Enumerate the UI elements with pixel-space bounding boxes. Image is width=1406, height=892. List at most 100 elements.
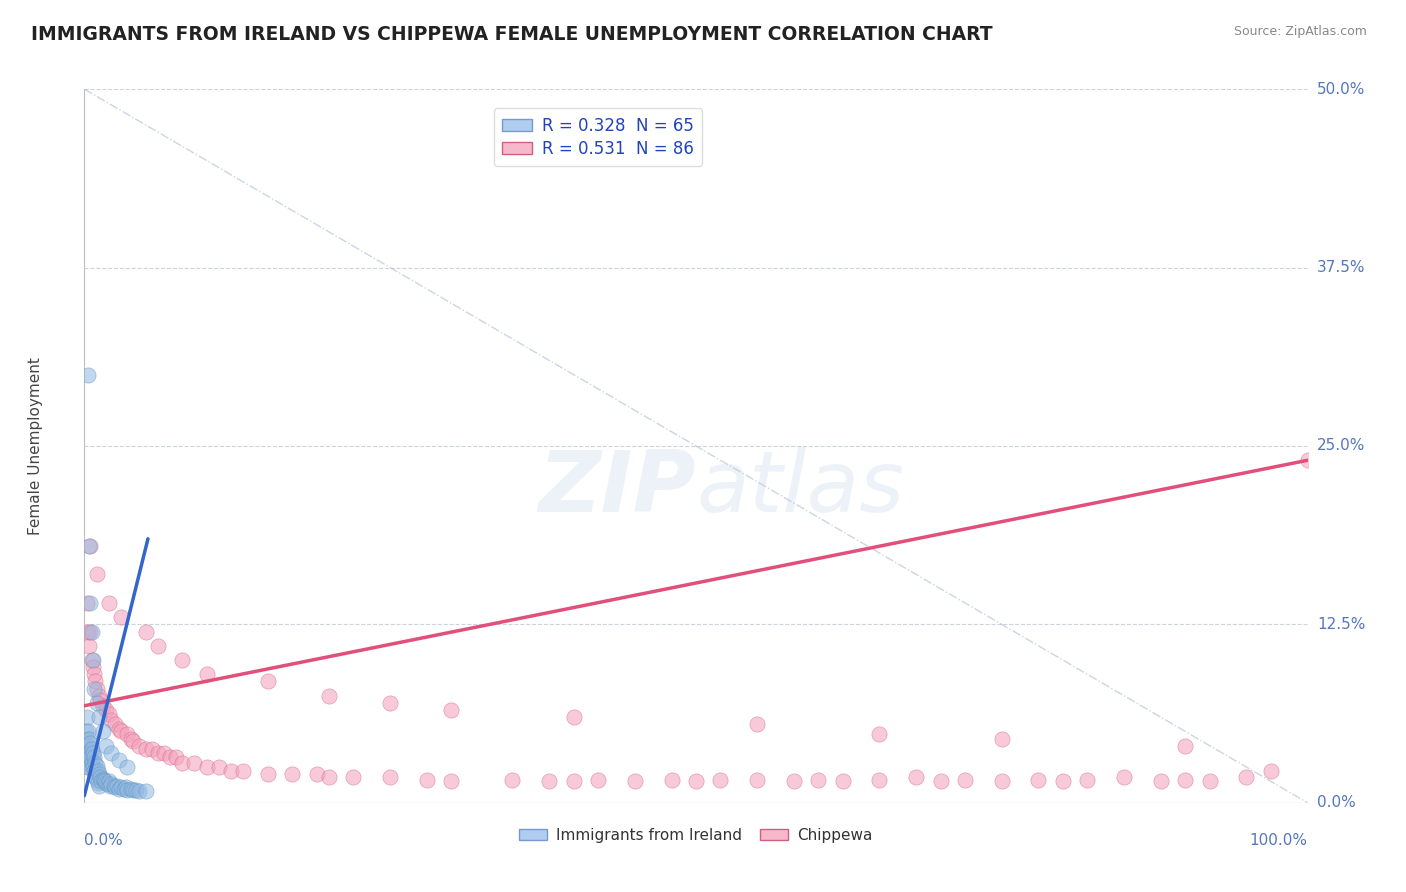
Point — [1236, 770, 1258, 784]
Point — [1174, 739, 1197, 753]
Point — [831, 774, 853, 789]
Point — [87, 689, 110, 703]
Point — [105, 779, 128, 793]
Point — [77, 731, 100, 746]
Point — [135, 624, 157, 639]
Point — [79, 539, 101, 553]
Point — [103, 779, 125, 793]
Point — [91, 698, 114, 713]
Point — [77, 741, 100, 756]
Point — [115, 727, 138, 741]
Point — [905, 770, 928, 784]
Point — [416, 772, 439, 787]
Legend: Immigrants from Ireland, Chippewa: Immigrants from Ireland, Chippewa — [513, 822, 879, 848]
Point — [110, 780, 132, 794]
Point — [97, 596, 120, 610]
Point — [107, 722, 129, 736]
Point — [86, 567, 108, 582]
Point — [77, 724, 100, 739]
Point — [79, 750, 101, 764]
Point — [100, 777, 122, 791]
Point — [318, 770, 340, 784]
Point — [84, 770, 107, 784]
Point — [96, 776, 118, 790]
Point — [87, 710, 110, 724]
Point — [87, 776, 110, 790]
Point — [538, 774, 561, 789]
Point — [305, 767, 328, 781]
Point — [93, 772, 115, 787]
Point — [685, 774, 707, 789]
Point — [79, 596, 101, 610]
Point — [90, 774, 112, 789]
Text: 25.0%: 25.0% — [1317, 439, 1365, 453]
Point — [77, 760, 100, 774]
Point — [110, 610, 132, 624]
Point — [75, 739, 97, 753]
Point — [807, 772, 830, 787]
Point — [562, 710, 585, 724]
Point — [159, 750, 181, 764]
Point — [183, 756, 205, 770]
Text: Female Unemployment: Female Unemployment — [28, 357, 44, 535]
Point — [80, 741, 103, 756]
Point — [91, 724, 114, 739]
Point — [76, 731, 98, 746]
Point — [172, 756, 194, 770]
Point — [135, 784, 157, 798]
Point — [77, 756, 100, 770]
Point — [115, 780, 138, 794]
Point — [783, 774, 806, 789]
Point — [83, 667, 105, 681]
Point — [586, 772, 609, 787]
Point — [96, 703, 118, 717]
Point — [112, 781, 135, 796]
Point — [89, 770, 111, 784]
Point — [97, 777, 120, 791]
Point — [87, 764, 110, 779]
Point — [1174, 772, 1197, 787]
Point — [135, 741, 157, 756]
Point — [83, 764, 105, 779]
Point — [318, 689, 340, 703]
Point — [219, 764, 242, 779]
Point — [76, 760, 98, 774]
Point — [257, 767, 280, 781]
Point — [86, 772, 108, 787]
Point — [562, 774, 585, 789]
Point — [86, 758, 108, 772]
Text: Source: ZipAtlas.com: Source: ZipAtlas.com — [1233, 25, 1367, 38]
Point — [79, 736, 101, 750]
Point — [89, 693, 111, 707]
Point — [1052, 774, 1074, 789]
Point — [80, 756, 103, 770]
Point — [195, 667, 218, 681]
Point — [1198, 774, 1220, 789]
Point — [82, 660, 104, 674]
Text: IMMIGRANTS FROM IRELAND VS CHIPPEWA FEMALE UNEMPLOYMENT CORRELATION CHART: IMMIGRANTS FROM IRELAND VS CHIPPEWA FEMA… — [31, 25, 993, 44]
Point — [709, 772, 731, 787]
Point — [100, 746, 122, 760]
Point — [82, 746, 104, 760]
Point — [128, 739, 150, 753]
Point — [97, 774, 120, 789]
Point — [115, 760, 138, 774]
Point — [440, 774, 463, 789]
Point — [77, 368, 100, 382]
Text: 37.5%: 37.5% — [1317, 260, 1365, 275]
Point — [281, 767, 304, 781]
Point — [747, 717, 769, 731]
Point — [1260, 764, 1282, 779]
Point — [146, 746, 169, 760]
Point — [75, 753, 97, 767]
Point — [122, 734, 145, 748]
Point — [1114, 770, 1136, 784]
Point — [869, 772, 891, 787]
Point — [146, 639, 169, 653]
Point — [87, 767, 110, 781]
Point — [1076, 772, 1098, 787]
Point — [86, 681, 108, 696]
Point — [991, 774, 1014, 789]
Point — [440, 703, 463, 717]
Point — [869, 727, 891, 741]
